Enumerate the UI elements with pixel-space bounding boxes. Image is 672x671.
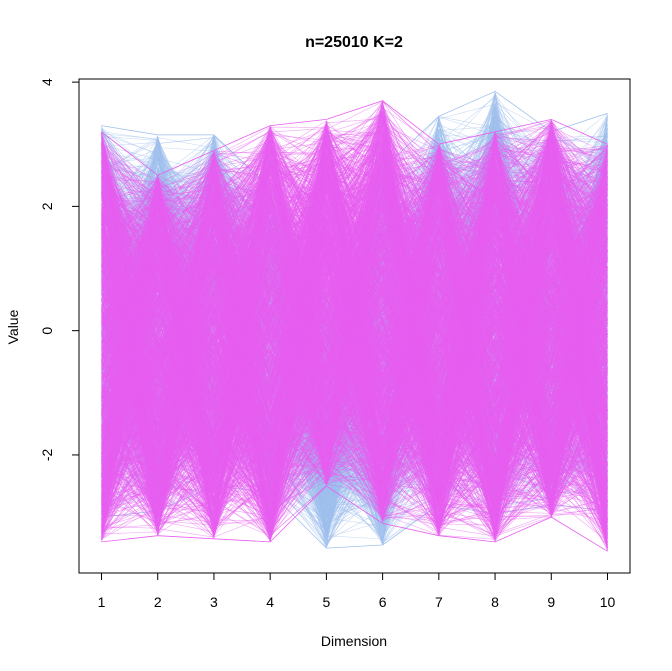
x-axis-label: Dimension	[321, 633, 387, 649]
x-tick-label: 5	[322, 594, 330, 610]
chart-title: n=25010 K=2	[305, 34, 403, 51]
x-tick-label: 9	[547, 594, 555, 610]
y-tick-label: 2	[39, 202, 55, 210]
plot-lines	[102, 91, 608, 551]
x-tick-label: 6	[379, 594, 387, 610]
x-axis: 1 2 3 4 5 6 7 8 9 10	[98, 573, 616, 610]
y-axis: -2 0 2 4	[39, 78, 79, 461]
x-tick-label: 8	[491, 594, 499, 610]
x-tick-label: 10	[600, 594, 616, 610]
x-tick-label: 4	[266, 594, 274, 610]
y-tick-label: 4	[39, 78, 55, 86]
y-tick-label: 0	[39, 327, 55, 335]
series-2-lines	[102, 101, 608, 552]
y-tick-label: -2	[39, 449, 55, 462]
x-tick-label: 2	[154, 594, 162, 610]
x-tick-label: 7	[435, 594, 443, 610]
y-axis-label: Value	[5, 309, 21, 344]
x-tick-label: 3	[210, 594, 218, 610]
x-tick-label: 1	[98, 594, 106, 610]
